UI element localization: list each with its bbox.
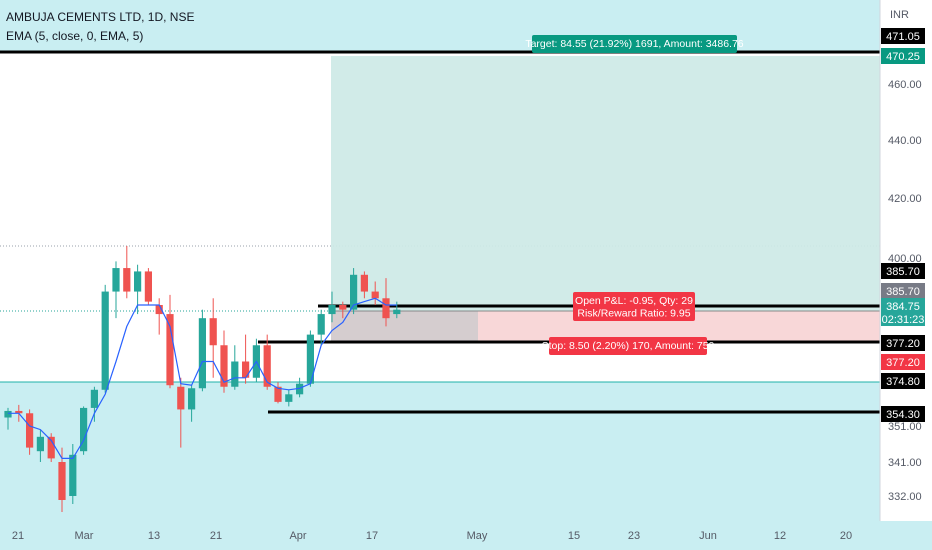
candle-body-up — [90, 389, 98, 408]
candle-body-up — [36, 436, 44, 452]
price-label-text: 471.05 — [886, 31, 920, 43]
candle-body-up — [231, 361, 239, 387]
indicator-legend[interactable]: EMA (5, close, 0, EMA, 5) — [6, 29, 144, 43]
top-zone — [0, 0, 880, 52]
x-tick-label: 23 — [628, 530, 640, 542]
candles — [4, 246, 401, 512]
y-tick-label: 440.00 — [888, 135, 922, 147]
price-label-text: 384.75 — [886, 301, 920, 313]
candle-body-up — [80, 407, 88, 452]
candle-body-down — [371, 291, 379, 299]
x-tick-label: May — [467, 530, 488, 542]
countdown-label: 02:31:23 — [882, 314, 925, 326]
candle-body-down — [58, 462, 66, 500]
candle-body-down — [360, 274, 368, 292]
candle-body-up — [317, 314, 325, 335]
price-label-text: 470.25 — [886, 51, 920, 63]
price-label-box[interactable] — [881, 373, 925, 389]
price-label-text: 385.70 — [886, 286, 920, 298]
stop-label-text: Stop: 8.50 (2.20%) 170, Amount: 750 — [542, 340, 715, 352]
pnl-label-box[interactable] — [573, 292, 695, 321]
candle-body-up — [296, 383, 304, 395]
price-label-text: 385.70 — [886, 266, 920, 278]
pnl-label-text: Open P&L: -0.95, Qty: 29 — [575, 295, 693, 307]
x-tick-label: 13 — [148, 530, 160, 542]
candle-body-down — [123, 268, 131, 292]
price-label-box[interactable] — [881, 335, 925, 351]
candle-body-down — [177, 386, 185, 410]
grid-layer — [0, 245, 880, 383]
x-tick-label: Jun — [699, 530, 717, 542]
x-tick-label: 20 — [840, 530, 852, 542]
candle-body-up — [112, 268, 120, 292]
target-label-text: Target: 84.55 (21.92%) 1691, Amount: 348… — [525, 38, 743, 50]
price-label-box[interactable] — [881, 406, 925, 422]
x-tick-label: Apr — [289, 530, 306, 542]
y-tick-label: 351.00 — [888, 421, 922, 433]
candle-body-up — [306, 334, 314, 384]
symbol-title[interactable]: AMBUJA CEMENTS LTD, 1D, NSE — [6, 10, 195, 24]
candle-body-down — [166, 314, 174, 386]
stop-label-box[interactable] — [549, 337, 707, 355]
price-label-box[interactable] — [881, 263, 925, 279]
candle-body-up — [350, 274, 358, 310]
price-label-box[interactable] — [881, 28, 925, 44]
candle-body-up — [101, 291, 109, 390]
price-label-text: 377.20 — [886, 357, 920, 369]
candle-body-down — [144, 271, 152, 302]
candle-body-down — [209, 318, 217, 346]
time-axis-bg — [0, 521, 932, 550]
candle-body-up — [69, 454, 77, 496]
currency-label: INR — [890, 9, 909, 21]
bottom-zone — [0, 382, 880, 521]
y-tick-label: 400.00 — [888, 253, 922, 265]
ema-line — [8, 297, 397, 459]
price-label-box[interactable] — [881, 354, 925, 370]
candle-body-down — [242, 361, 250, 378]
candle-body-down — [263, 345, 271, 387]
x-tick-label: 17 — [366, 530, 378, 542]
price-label-box[interactable] — [881, 298, 925, 326]
candle-body-down — [220, 345, 228, 387]
candle-body-up — [134, 271, 142, 292]
candle-body-up — [393, 309, 401, 315]
pnl-label-text: Risk/Reward Ratio: 9.95 — [577, 308, 690, 320]
position-labels[interactable]: Target: 84.55 (21.92%) 1691, Amount: 348… — [525, 35, 744, 355]
candle-body-down — [26, 413, 34, 448]
candle-body-up — [285, 394, 293, 402]
x-tick-label: 15 — [568, 530, 580, 542]
candle-body-down — [155, 304, 163, 315]
candle-body-up — [328, 304, 336, 315]
candle-body-up — [188, 388, 196, 410]
position-zones[interactable] — [331, 56, 880, 342]
y-tick-label: 332.00 — [888, 491, 922, 503]
price-label-text: 354.30 — [886, 409, 920, 421]
x-tick-label: 12 — [774, 530, 786, 542]
price-scale-panel — [880, 0, 932, 521]
y-tick-label: 341.00 — [888, 457, 922, 469]
target-label-box[interactable] — [532, 35, 737, 53]
price-axis[interactable]: INR 460.00 440.00 420.00 400.00 351.00 341.00 3… — [12, 0, 932, 542]
candle-body-up — [4, 410, 12, 418]
price-label-text: 374.80 — [886, 376, 920, 388]
y-tick-label: 420.00 — [888, 193, 922, 205]
candle-body-down — [47, 436, 55, 459]
price-label-box[interactable] — [881, 48, 925, 64]
x-tick-label: 21 — [12, 530, 24, 542]
elapsed-zone — [331, 311, 478, 342]
target-zone[interactable] — [331, 56, 880, 311]
candle-body-down — [15, 410, 23, 414]
x-tick-label: 21 — [210, 530, 222, 542]
y-tick-label: 460.00 — [888, 79, 922, 91]
candle-body-down — [339, 304, 347, 310]
candle-body-down — [274, 386, 282, 402]
ema-5-line — [8, 297, 397, 459]
x-tick-label: Mar — [75, 530, 94, 542]
candle-body-down — [382, 298, 390, 319]
price-label-box[interactable] — [881, 283, 925, 299]
price-label-text: 377.20 — [886, 338, 920, 350]
candle-body-up — [198, 318, 206, 389]
